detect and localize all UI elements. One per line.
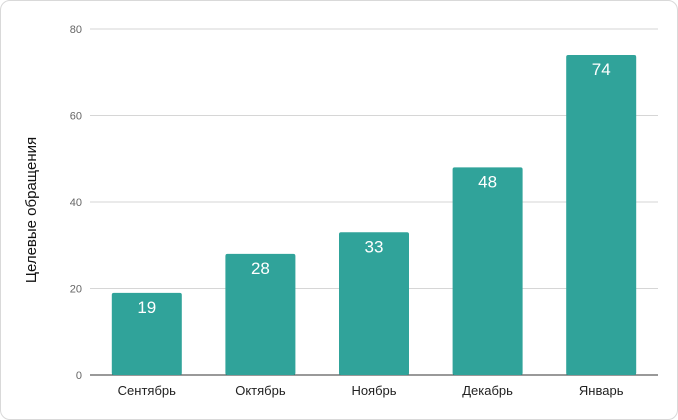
bar [339,232,409,375]
data-label: 74 [592,60,611,79]
x-tick-label: Декабрь [462,383,513,398]
y-tick-label: 40 [70,197,82,209]
data-label: 33 [365,237,384,256]
y-tick-label: 80 [70,24,82,36]
y-tick-label: 60 [70,111,82,123]
x-tick-label: Ноябрь [351,383,396,398]
data-label: 48 [478,172,497,191]
bar [566,54,637,375]
x-tick-label: Октябрь [235,383,286,398]
data-label: 28 [251,259,270,278]
x-axis-ticks: Сентябрь Октябрь Ноябрь Декабрь Январь [118,383,624,398]
bar [452,167,523,375]
x-tick-label: Сентябрь [118,383,176,398]
y-tick-label: 0 [76,370,82,382]
bars: 19 28 33 48 74 [111,54,637,375]
bar [111,292,182,375]
bar [225,253,296,375]
y-axis-label: Целевые обращения [23,137,40,283]
y-tick-label: 20 [70,284,82,296]
x-tick-label: Январь [579,383,624,398]
data-label: 19 [137,298,156,317]
y-axis-ticks: 0 20 40 60 80 [70,24,82,382]
